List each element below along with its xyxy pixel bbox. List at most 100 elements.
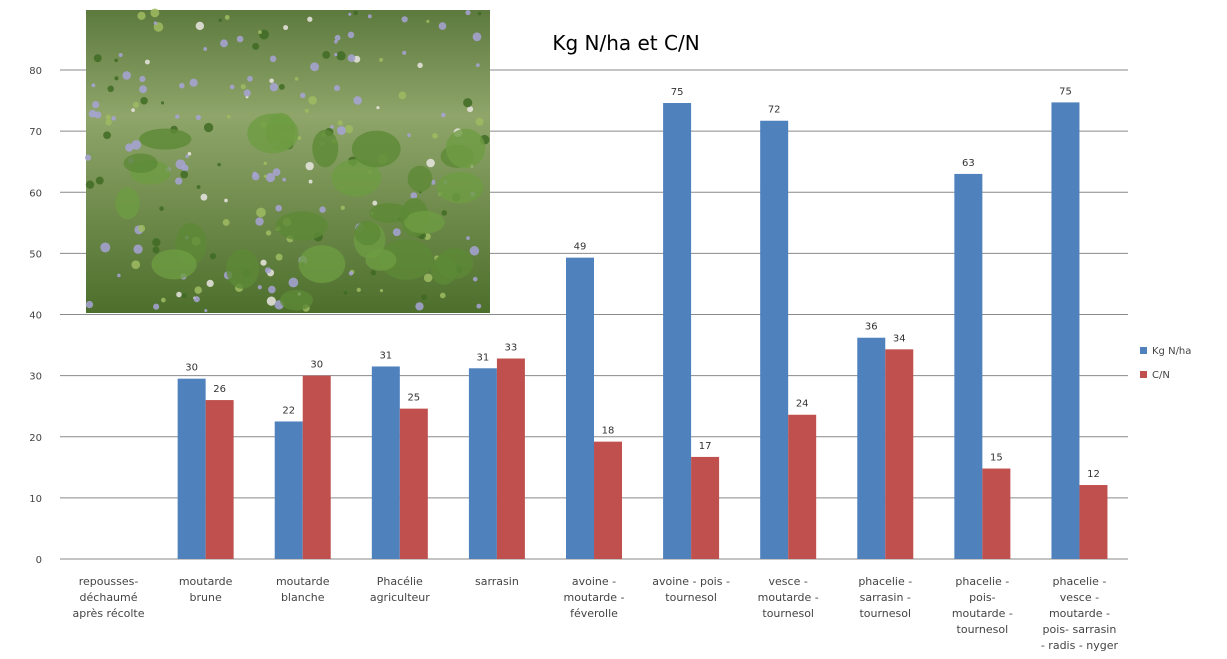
photo-detail: [334, 34, 341, 41]
photo-detail: [472, 32, 482, 42]
photo-detail: [300, 92, 306, 99]
photo-detail: [275, 253, 283, 261]
data-label: 25: [407, 393, 420, 404]
photo-detail: [209, 253, 217, 260]
photo-detail: [260, 259, 267, 266]
photo-detail: [379, 288, 384, 293]
photo-detail: [426, 19, 430, 23]
photo-detail: [372, 200, 378, 206]
photo-detail: [310, 62, 320, 72]
photo-leaf: [298, 245, 346, 284]
photo-detail: [421, 294, 428, 301]
photo-detail: [118, 52, 123, 58]
photo-detail: [282, 177, 287, 182]
category-label: repousses-: [79, 575, 139, 588]
photo-detail: [180, 170, 189, 179]
category-label: brune: [190, 591, 222, 604]
data-labels: 30 26 22 30 31 25 31 33 49 18 75 17 72 24 36 34 63 15 75 12: [185, 86, 1100, 480]
photo-detail: [138, 224, 146, 233]
legend: Kg N/ha C/N: [1140, 346, 1191, 381]
photo-detail: [257, 285, 262, 290]
legend-swatch: [1140, 347, 1147, 354]
y-tick-label: 30: [29, 372, 42, 383]
photo-detail: [402, 50, 407, 55]
data-label: 75: [671, 87, 684, 98]
bar-c-n: [788, 414, 817, 559]
y-tick-label: 50: [29, 249, 42, 260]
photo-detail: [91, 83, 96, 88]
category-label: sarrasin -: [860, 591, 911, 604]
photo-detail: [139, 85, 147, 94]
photo-detail: [175, 159, 186, 170]
bar-c-n: [205, 400, 234, 559]
data-label: 18: [602, 426, 615, 437]
photo-leaf: [226, 249, 259, 289]
photo-detail: [153, 21, 158, 25]
photo-detail: [161, 297, 166, 303]
photo-detail: [336, 51, 346, 61]
photo-detail: [343, 290, 348, 295]
photo-detail: [131, 139, 142, 150]
photo-detail: [131, 260, 141, 270]
photo-detail: [100, 242, 111, 253]
photo-detail: [195, 114, 202, 121]
photo-detail: [122, 71, 131, 80]
bar-kg-n-ha: [177, 378, 206, 559]
photo-detail: [304, 108, 309, 113]
data-label: 26: [213, 384, 226, 395]
photo-detail: [200, 193, 208, 201]
category-label: avoine -: [572, 575, 616, 588]
photo-leaf: [407, 165, 433, 192]
photo-leaf: [379, 238, 434, 280]
bar-kg-n-ha: [663, 103, 692, 559]
photo-detail: [348, 271, 354, 276]
photo-detail: [194, 286, 202, 294]
y-tick-label: 60: [29, 188, 42, 199]
y-tick-label: 10: [29, 494, 42, 505]
photo-detail: [439, 292, 446, 299]
category-label: moutarde: [179, 575, 233, 588]
photo-detail: [398, 91, 407, 100]
photo-detail: [193, 296, 200, 303]
data-label: 49: [574, 242, 587, 253]
data-label: 12: [1087, 469, 1100, 480]
photo-detail: [84, 154, 92, 161]
photo-detail: [407, 133, 411, 138]
photo-detail: [269, 82, 279, 92]
photo-detail: [196, 185, 201, 189]
photo-detail: [179, 82, 185, 89]
category-label: pois-: [969, 591, 995, 604]
photo-detail: [187, 151, 192, 156]
photo-detail: [294, 76, 299, 81]
category-label: pois- sarrasin: [1043, 623, 1117, 636]
photo-detail: [401, 16, 408, 23]
category-label: féverolle: [570, 607, 618, 620]
photo-leaf: [115, 187, 140, 220]
photo-detail: [279, 84, 285, 90]
photo-detail: [353, 10, 358, 16]
bar-c-n: [885, 349, 914, 559]
category-label: moutarde -: [952, 607, 1013, 620]
photo-detail: [203, 122, 214, 133]
photo-detail: [144, 59, 150, 65]
photo-leaf: [351, 130, 401, 168]
photo-detail: [475, 117, 484, 126]
cover-crop-photo: [84, 8, 490, 313]
photo-detail: [367, 14, 372, 19]
bar-kg-n-ha: [857, 337, 886, 559]
photo-detail: [356, 287, 361, 293]
photo-detail: [131, 108, 135, 112]
data-label: 22: [282, 405, 295, 416]
photo-leaf: [123, 153, 158, 173]
photo-detail: [175, 177, 183, 185]
photo-detail: [92, 100, 100, 109]
photo-detail: [288, 277, 299, 288]
legend-swatch: [1140, 371, 1147, 378]
photo-detail: [265, 230, 272, 236]
photo-leaf: [312, 129, 339, 168]
photo-detail: [272, 168, 281, 177]
bars: [177, 102, 1108, 560]
photo-detail: [152, 238, 161, 247]
photo-detail: [347, 54, 356, 62]
photo-detail: [255, 217, 264, 226]
